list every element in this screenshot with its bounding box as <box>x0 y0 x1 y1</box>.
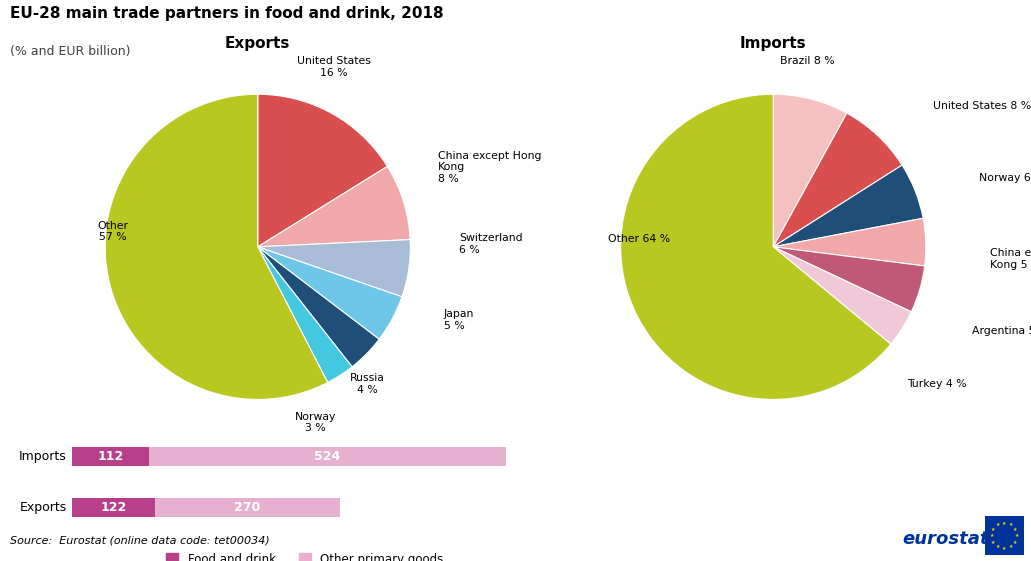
Text: Switzerland
6 %: Switzerland 6 % <box>459 233 523 255</box>
Title: Imports: Imports <box>740 36 806 50</box>
Text: ★: ★ <box>990 534 994 538</box>
Text: ★: ★ <box>1012 527 1018 532</box>
Text: Other 64 %: Other 64 % <box>608 234 670 244</box>
Text: 270: 270 <box>234 501 261 514</box>
Text: ★: ★ <box>1008 522 1012 527</box>
Text: China except Hong
Kong
8 %: China except Hong Kong 8 % <box>438 151 541 184</box>
Text: eurostat: eurostat <box>902 530 989 548</box>
Text: Norway 6 %: Norway 6 % <box>979 173 1031 183</box>
Text: Norway
3 %: Norway 3 % <box>295 412 336 433</box>
Wedge shape <box>773 247 911 344</box>
Text: ★: ★ <box>991 540 996 545</box>
Wedge shape <box>258 247 402 339</box>
Text: Russia
4 %: Russia 4 % <box>351 374 385 395</box>
Wedge shape <box>258 240 410 297</box>
Wedge shape <box>258 247 379 367</box>
Text: ★: ★ <box>1015 534 1019 538</box>
Wedge shape <box>773 94 846 247</box>
Title: Exports: Exports <box>225 36 291 50</box>
Wedge shape <box>773 165 923 247</box>
Text: Brazil 8 %: Brazil 8 % <box>779 56 834 66</box>
Text: 112: 112 <box>97 450 124 463</box>
FancyBboxPatch shape <box>983 514 1026 557</box>
Text: Imports: Imports <box>19 450 67 463</box>
Text: ★: ★ <box>991 527 996 532</box>
Text: ★: ★ <box>1008 544 1012 549</box>
Text: ★: ★ <box>996 522 1000 527</box>
Wedge shape <box>773 218 926 266</box>
Wedge shape <box>621 94 891 399</box>
Text: ★: ★ <box>1012 540 1018 545</box>
Bar <box>156 498 339 517</box>
Text: United States
16 %: United States 16 % <box>297 56 371 77</box>
Text: Turkey 4 %: Turkey 4 % <box>907 379 967 389</box>
Wedge shape <box>258 247 352 383</box>
Text: Source:  Eurostat (online data code: tet00034): Source: Eurostat (online data code: tet0… <box>10 536 270 546</box>
Text: Exports: Exports <box>20 501 67 514</box>
Text: 122: 122 <box>101 501 127 514</box>
Bar <box>72 498 156 517</box>
Text: Other
57 %: Other 57 % <box>97 221 128 242</box>
Bar <box>72 447 148 466</box>
Legend: Food and drink, Other primary goods: Food and drink, Other primary goods <box>162 548 448 561</box>
Text: ★: ★ <box>1002 546 1006 551</box>
Bar <box>148 447 506 466</box>
Text: 524: 524 <box>314 450 340 463</box>
Text: Argentina 5 %: Argentina 5 % <box>971 326 1031 336</box>
Wedge shape <box>258 167 410 247</box>
Text: (% and EUR billion): (% and EUR billion) <box>10 45 131 58</box>
Text: United States 8 %: United States 8 % <box>933 102 1031 112</box>
Wedge shape <box>773 113 902 247</box>
Text: ★: ★ <box>1002 521 1006 526</box>
Text: EU-28 main trade partners in food and drink, 2018: EU-28 main trade partners in food and dr… <box>10 6 444 21</box>
Wedge shape <box>258 94 388 247</box>
Text: ★: ★ <box>996 544 1000 549</box>
Text: China except Hong
Kong 5 %: China except Hong Kong 5 % <box>990 249 1031 270</box>
Text: Japan
5 %: Japan 5 % <box>444 309 474 331</box>
Wedge shape <box>105 94 328 399</box>
Wedge shape <box>773 247 925 312</box>
